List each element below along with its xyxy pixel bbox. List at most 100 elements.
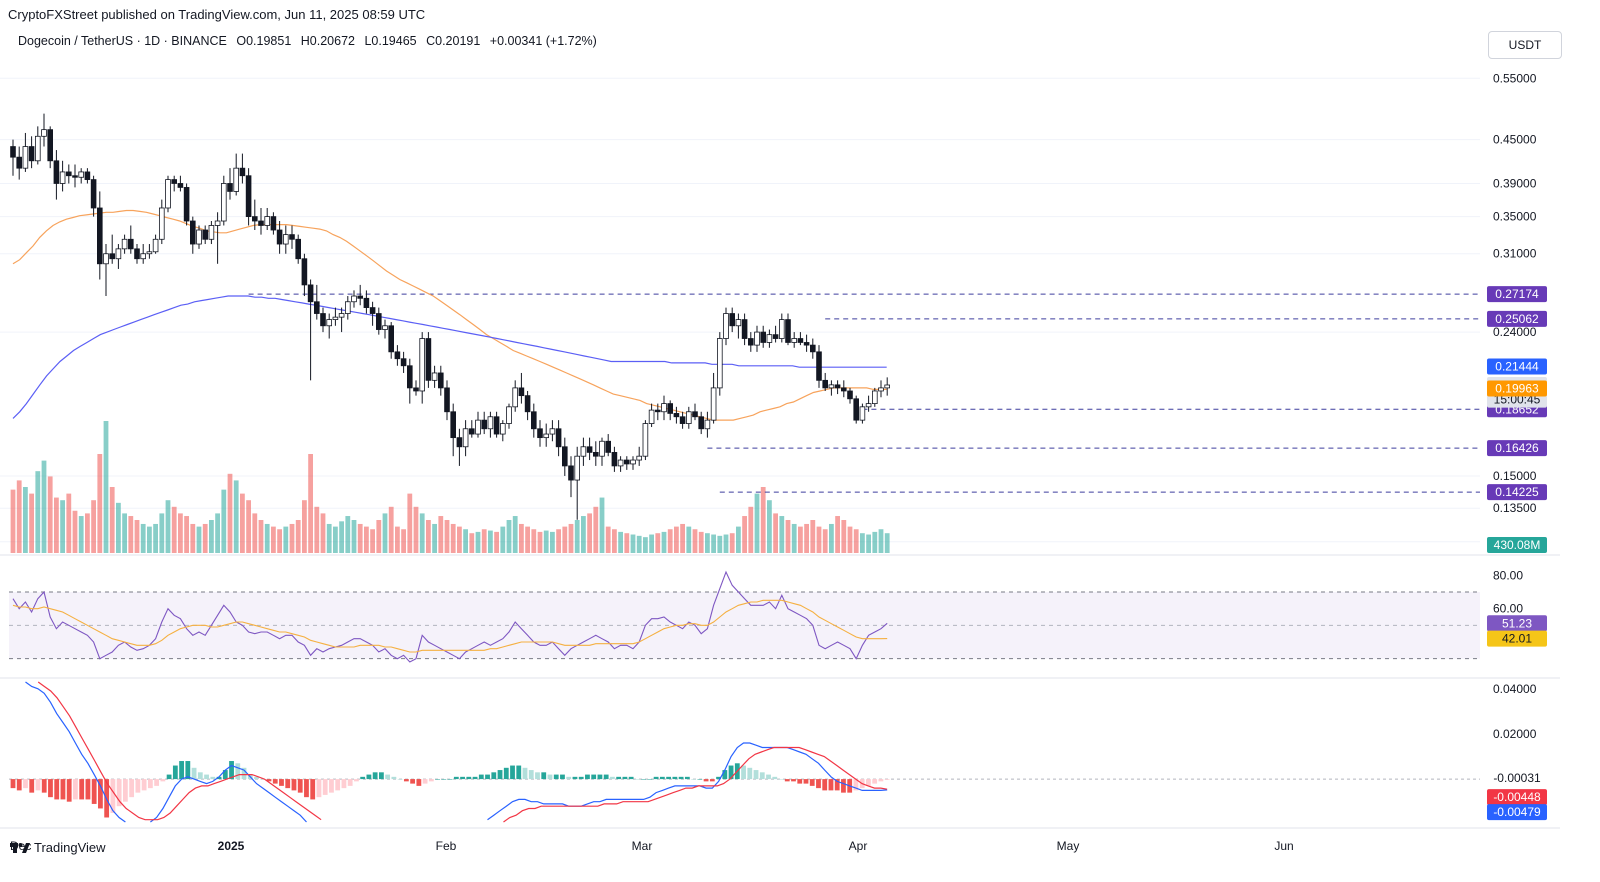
- candle-down: [301, 258, 308, 286]
- macd-histogram-bar: [672, 776, 678, 780]
- macd-tick-label: 0.04000: [1493, 682, 1537, 696]
- volume-bar: [41, 460, 47, 553]
- volume-bar: [103, 421, 109, 553]
- volume-bar: [382, 513, 388, 553]
- volume-bar: [357, 523, 363, 553]
- macd-zero-badge-bg: [1487, 770, 1547, 787]
- macd-histogram-bar: [416, 779, 422, 786]
- macd-histogram-bar: [23, 779, 28, 789]
- candle-up: [872, 390, 878, 404]
- volume-bar: [407, 493, 413, 553]
- volume-bar: [463, 529, 468, 553]
- volume-bar: [581, 516, 586, 553]
- volume-bar: [419, 513, 425, 553]
- volume-bar: [122, 513, 127, 553]
- volume-bar: [134, 520, 140, 553]
- volume-bar: [308, 454, 313, 553]
- candle-up: [326, 319, 332, 327]
- macd-histogram-bar: [834, 779, 840, 791]
- volume-bar: [314, 506, 320, 553]
- volume-bar: [841, 520, 847, 553]
- candle-up: [599, 440, 605, 457]
- volume-bar: [233, 480, 239, 553]
- volume-bar: [227, 473, 233, 553]
- volume-bar: [543, 530, 549, 553]
- candle-down: [320, 313, 326, 327]
- volume-bar: [531, 529, 537, 553]
- volume-bar: [333, 526, 338, 553]
- candle-up: [506, 406, 512, 424]
- macd-badge-bg: [1487, 789, 1547, 806]
- macd-histogram-bar: [485, 774, 490, 780]
- legend-low: L0.19465: [364, 34, 417, 48]
- volume-bar: [550, 531, 555, 553]
- macd-histogram-bar: [497, 770, 503, 780]
- macd-histogram-bar: [60, 779, 66, 800]
- macd-histogram-bar: [797, 779, 803, 784]
- macd-histogram-bar: [684, 776, 690, 780]
- candle-down: [518, 387, 525, 397]
- volume-bar: [512, 516, 518, 553]
- volume-badge: 430.08M: [1494, 538, 1541, 552]
- macd-histogram-bar: [585, 774, 590, 780]
- price-badge-bg: [1487, 380, 1547, 397]
- volume-bar: [339, 521, 344, 553]
- candle-down: [227, 183, 233, 192]
- macd-histogram-bar: [647, 779, 653, 780]
- macd-histogram-bar: [141, 779, 147, 791]
- volume-bar: [165, 500, 171, 553]
- macd-histogram-bar: [503, 767, 509, 780]
- candle-up: [59, 171, 66, 184]
- legend-change: +0.00341 (+1.72%): [489, 34, 597, 48]
- price-tick-label: 0.31000: [1493, 247, 1537, 261]
- legend-open: O0.19851: [236, 34, 292, 48]
- macd-histogram-bar: [560, 774, 565, 780]
- macd-histogram-bar: [853, 779, 859, 791]
- volume-bar: [116, 502, 121, 553]
- candle-down: [524, 395, 531, 413]
- candle-up: [859, 406, 866, 421]
- candle-up: [865, 403, 872, 408]
- candle-up: [103, 253, 109, 265]
- candle-up: [165, 179, 171, 209]
- volume-bar: [692, 529, 698, 553]
- volume-bar: [215, 513, 220, 553]
- symbol-name[interactable]: Dogecoin / TetherUS · 1D · BINANCE: [18, 34, 227, 48]
- rsi-badge-bg: [1487, 615, 1547, 632]
- candle-up: [41, 129, 47, 137]
- candle-down: [307, 284, 314, 303]
- candle-up: [282, 234, 289, 245]
- tradingview-logo[interactable]: TradingView: [10, 840, 106, 855]
- candle-up: [35, 135, 41, 162]
- currency-selector[interactable]: USDT: [1488, 31, 1562, 59]
- candle-down: [258, 220, 264, 226]
- price-badge: 0.19963: [1495, 381, 1539, 395]
- macd-histogram-bar: [491, 772, 497, 780]
- candle-down: [16, 156, 22, 169]
- volume-bar: [866, 534, 871, 553]
- volume-bar: [798, 526, 803, 553]
- macd-histogram-bar: [691, 779, 696, 780]
- candle-down: [245, 175, 252, 218]
- price-badge-bg: [1487, 358, 1547, 375]
- volume-bar: [364, 526, 369, 553]
- macd-histogram-bar: [366, 774, 372, 780]
- rsi-badge-bg: [1487, 630, 1547, 647]
- candle-up: [617, 459, 624, 467]
- volume-bar: [599, 497, 605, 553]
- macd-histogram-bar: [297, 779, 303, 793]
- volume-bar: [742, 516, 747, 553]
- volume-bar: [723, 534, 729, 553]
- candle-up: [146, 251, 153, 255]
- volume-bar: [388, 506, 394, 553]
- candle-up: [549, 428, 556, 435]
- candle-down: [456, 437, 463, 448]
- macd-histogram-bar: [241, 767, 247, 780]
- legend-high: H0.20672: [300, 34, 355, 48]
- macd-histogram-bar: [41, 779, 47, 793]
- macd-histogram-bar: [603, 774, 609, 780]
- volume-bar: [178, 513, 183, 553]
- volume-bar: [264, 523, 270, 553]
- candle-down: [772, 334, 779, 339]
